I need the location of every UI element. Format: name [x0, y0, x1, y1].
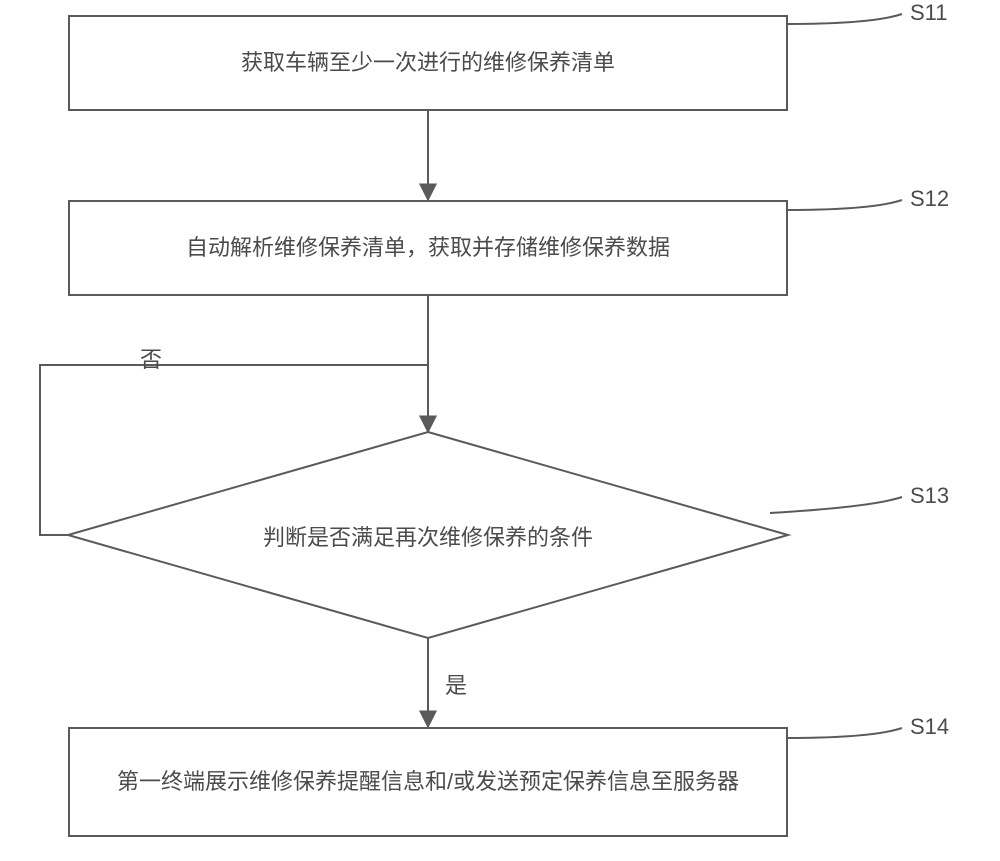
step-label-s13: S13	[910, 483, 949, 509]
callout-s14	[788, 728, 902, 738]
node-s12: 自动解析维修保养清单，获取并存储维修保养数据	[68, 200, 788, 296]
node-s13-text-wrap: 判断是否满足再次维修保养的条件	[148, 520, 708, 552]
node-s14: 第一终端展示维修保养提醒信息和/或发送预定保养信息至服务器	[68, 727, 788, 837]
node-s14-text: 第一终端展示维修保养提醒信息和/或发送预定保养信息至服务器	[117, 766, 739, 798]
step-label-s12: S12	[910, 186, 949, 212]
edge-label-no: 否	[140, 342, 162, 374]
callout-s12	[788, 200, 902, 210]
flowchart-canvas: 获取车辆至少一次进行的维修保养清单 自动解析维修保养清单，获取并存储维修保养数据…	[0, 0, 1000, 861]
callout-s13	[770, 497, 902, 513]
node-s11: 获取车辆至少一次进行的维修保养清单	[68, 15, 788, 111]
callout-s11	[788, 14, 902, 24]
edge-s13-no-loop	[40, 365, 428, 535]
edge-label-yes: 是	[445, 668, 467, 700]
step-label-s14: S14	[910, 714, 949, 740]
node-s12-text: 自动解析维修保养清单，获取并存储维修保养数据	[186, 232, 670, 264]
step-label-s11: S11	[910, 0, 948, 26]
node-s11-text: 获取车辆至少一次进行的维修保养清单	[241, 47, 615, 79]
node-s13-text: 判断是否满足再次维修保养的条件	[263, 525, 593, 550]
